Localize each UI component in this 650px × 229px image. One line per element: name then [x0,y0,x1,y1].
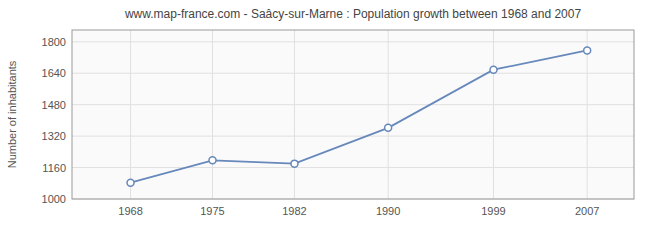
x-grid-line [212,30,213,199]
x-tick-label: 1975 [200,205,224,217]
data-point [584,47,591,54]
x-grid-line [493,30,494,199]
x-tick-label: 1982 [282,205,306,217]
x-tick-label: 1990 [376,205,400,217]
data-point [490,66,497,73]
y-grid-line [72,167,634,168]
chart-title: www.map-france.com - Saâcy-sur-Marne : P… [124,7,582,21]
chart-svg: 1000 1160 1320 1480 1640 1800 1968 1975 1982 1990… [0,0,650,229]
y-tick-label: 1160 [42,162,66,174]
y-grid-line [72,73,634,74]
x-grid-line [294,30,295,199]
data-point [209,157,216,164]
y-axis-label: Number of inhabitants [6,60,18,168]
x-grid-line [130,30,131,199]
y-grid-line [72,41,634,42]
plot-frame [72,30,634,199]
plot-background [72,30,634,199]
y-tick-label: 1320 [42,130,66,142]
y-tick-label: 1800 [42,36,66,48]
chart-container: 1000 1160 1320 1480 1640 1800 1968 1975 1982 1990… [0,0,650,229]
x-grid-line [388,30,389,199]
x-tick-label: 1968 [118,205,142,217]
data-group [127,47,591,186]
y-grid-line [72,136,634,137]
x-tick-label: 1999 [481,205,505,217]
data-point [291,160,298,167]
data-line [131,50,588,182]
data-point [127,179,134,186]
data-point [385,124,392,131]
y-tick-label: 1480 [42,99,66,111]
x-grid-line [587,30,588,199]
y-tick-label: 1640 [42,67,66,79]
y-grid-line [72,104,634,105]
x-tick-label: 2007 [575,205,599,217]
y-tick-label: 1000 [42,193,66,205]
